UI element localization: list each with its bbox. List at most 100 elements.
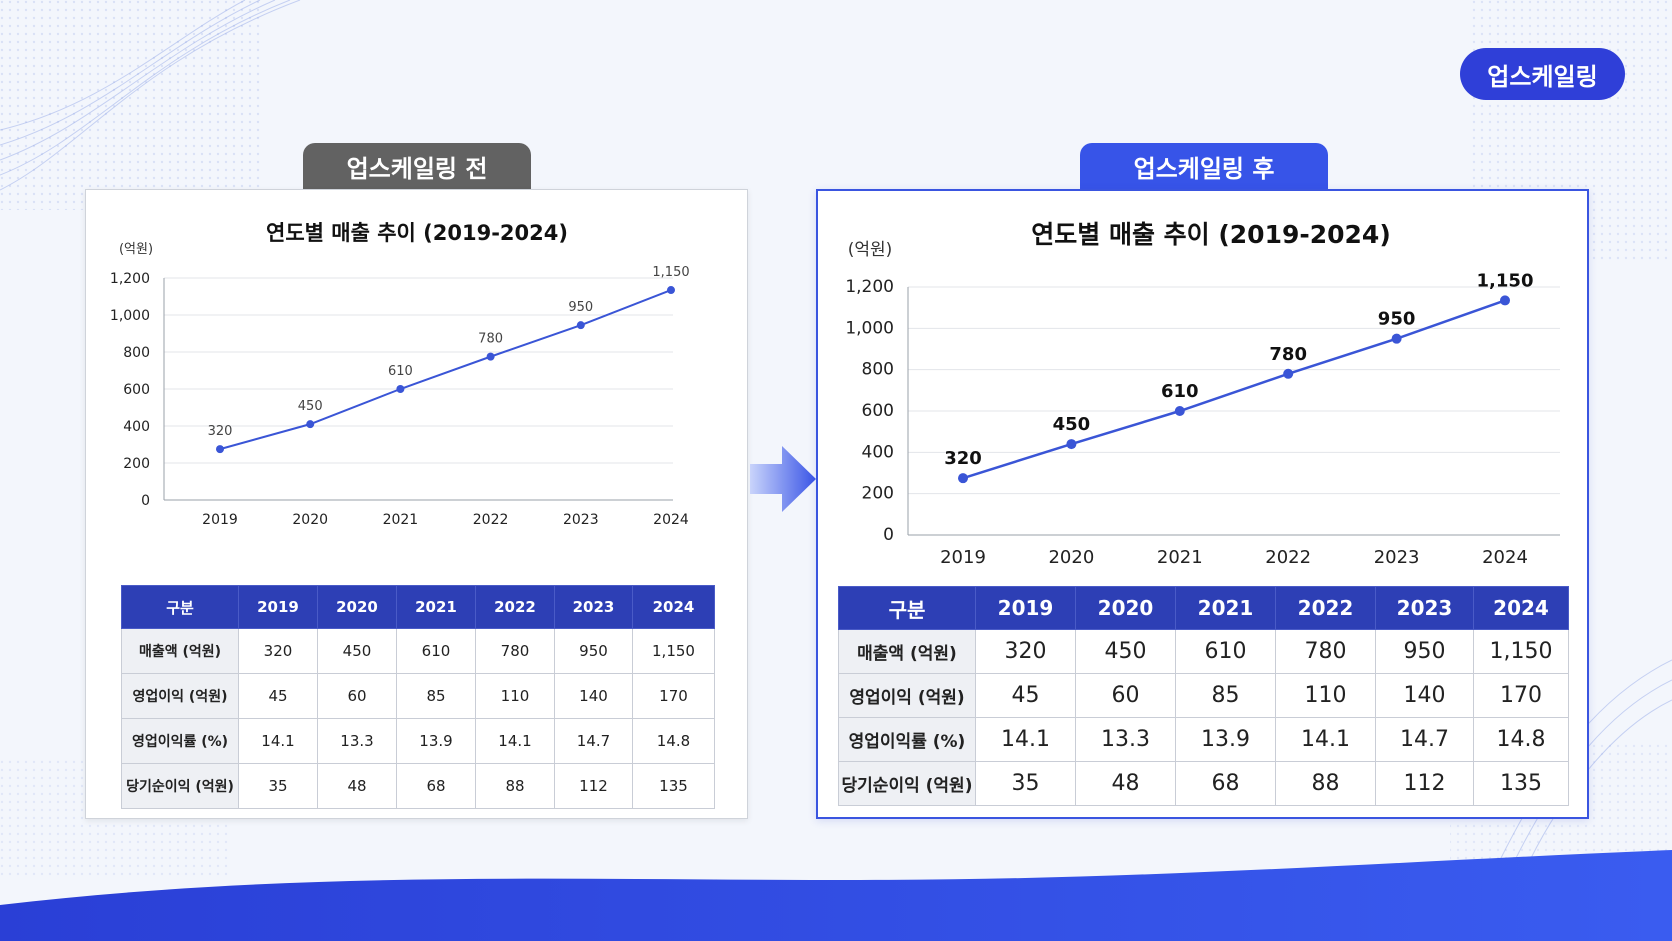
y-tick-label: 1,200 [110, 271, 150, 287]
table-header-cell: 2022 [475, 585, 555, 629]
table-row: 당기순이익 (억원) 35 48 68 88 112 135 [838, 761, 1569, 806]
table-cell: 88 [1275, 761, 1376, 806]
table-header-cell: 2024 [632, 585, 715, 629]
data-point [1500, 295, 1510, 306]
arrow-right-icon [750, 446, 816, 512]
series-line [219, 289, 672, 451]
table-cell: 48 [1075, 761, 1176, 806]
x-tick-label: 2022 [473, 512, 509, 528]
table-row-header: 매출액 (억원) [838, 629, 976, 674]
table-cell: 780 [475, 628, 555, 674]
table-row: 영업이익 (억원) 45 60 85 110 140 170 [838, 673, 1569, 718]
table-cell: 14.7 [554, 718, 633, 764]
table-cell: 112 [1375, 761, 1474, 806]
table-header-cell: 2021 [1175, 586, 1276, 630]
panel-after: 연도별 매출 추이 (2019-2024) (억원) 0 200 400 600 800 1,… [816, 189, 1589, 819]
y-axis-unit: (억원) [119, 242, 153, 257]
table-cell: 13.9 [1175, 717, 1276, 762]
data-point [1066, 439, 1077, 450]
table-header-cell: 2024 [1473, 586, 1569, 630]
data-point [1391, 333, 1402, 344]
table-header-cell: 구분 [121, 585, 239, 629]
table-cell: 68 [1175, 761, 1276, 806]
table-header-row: 구분 2019 2020 2021 2022 2023 2024 [121, 585, 715, 629]
table-cell: 13.3 [1075, 717, 1176, 762]
table-cell: 14.8 [632, 718, 715, 764]
y-tick-label: 200 [123, 456, 150, 472]
x-tick-label: 2020 [1048, 547, 1094, 568]
table-cell: 13.3 [317, 718, 397, 764]
table-header-cell: 2023 [1375, 586, 1474, 630]
y-tick-label: 200 [862, 484, 894, 504]
panel-before: 연도별 매출 추이 (2019-2024) (억원) 0 200 400 600 800 1,… [85, 189, 748, 819]
table-header-cell: 2021 [396, 585, 476, 629]
table-cell: 60 [317, 673, 397, 719]
table-header-cell: 2022 [1275, 586, 1376, 630]
data-label: 610 [1161, 381, 1199, 402]
upscaling-badge: 업스케일링 [1460, 48, 1625, 100]
data-label: 450 [1053, 414, 1091, 435]
table-cell: 14.1 [475, 718, 555, 764]
table-header-cell: 2019 [238, 585, 318, 629]
y-tick-label: 0 [883, 525, 894, 545]
data-point [486, 352, 495, 361]
table-header-cell: 2019 [975, 586, 1076, 630]
y-tick-label: 800 [123, 345, 150, 361]
data-point [306, 420, 315, 429]
table-cell: 35 [975, 761, 1076, 806]
table-cell: 1,150 [1473, 629, 1569, 674]
table-cell: 85 [396, 673, 476, 719]
table-header-row: 구분 2019 2020 2021 2022 2023 2024 [838, 586, 1569, 630]
x-tick-label: 2024 [653, 512, 689, 528]
x-tick-label: 2019 [202, 512, 238, 528]
table-cell: 110 [1275, 673, 1376, 718]
line-chart-before: 연도별 매출 추이 (2019-2024) (억원) 0 200 400 600 800 1,… [110, 221, 690, 528]
table-row: 당기순이익 (억원) 35 48 68 88 112 135 [121, 763, 715, 809]
y-axis-unit: (억원) [848, 240, 893, 260]
data-label: 780 [1269, 344, 1307, 365]
table-row-header: 당기순이익 (억원) [838, 761, 976, 806]
x-tick-label: 2024 [1482, 547, 1528, 568]
table-cell: 450 [1075, 629, 1176, 674]
table-row-header: 영업이익 (억원) [121, 673, 239, 719]
table-cell: 610 [396, 628, 476, 674]
table-cell: 135 [1473, 761, 1569, 806]
table-cell: 950 [554, 628, 633, 674]
table-cell: 780 [1275, 629, 1376, 674]
data-label: 780 [478, 332, 503, 347]
x-tick-label: 2021 [1157, 547, 1203, 568]
data-label: 450 [298, 399, 323, 414]
table-cell: 170 [632, 673, 715, 719]
table-row: 영업이익률 (%) 14.1 13.3 13.9 14.1 14.7 14.8 [838, 717, 1569, 762]
table-row-header: 영업이익률 (%) [121, 718, 239, 764]
data-label: 950 [568, 300, 593, 315]
line-chart-after: 연도별 매출 추이 (2019-2024) (억원) 0 200 400 600 800 1,… [845, 220, 1560, 568]
data-point [576, 321, 585, 330]
data-label: 1,150 [1477, 270, 1534, 291]
table-row-header: 영업이익 (억원) [838, 673, 976, 718]
table-cell: 135 [632, 763, 715, 809]
table-header-cell: 구분 [838, 586, 976, 630]
data-point [1283, 368, 1294, 379]
data-point [1174, 406, 1185, 416]
table-cell: 68 [396, 763, 476, 809]
table-cell: 45 [975, 673, 1076, 718]
data-point [216, 445, 224, 454]
data-table-after: 구분 2019 2020 2021 2022 2023 2024 매출액 (억원) 320 450… [838, 586, 1569, 806]
x-tick-label: 2023 [1374, 547, 1420, 568]
table-cell: 13.9 [396, 718, 476, 764]
x-tick-label: 2020 [292, 512, 328, 528]
chart-title: 연도별 매출 추이 (2019-2024) [266, 221, 568, 245]
chart-title: 연도별 매출 추이 (2019-2024) [1031, 220, 1391, 249]
table-cell: 1,150 [632, 628, 715, 674]
table-row: 매출액 (억원) 320 450 610 780 950 1,150 [121, 628, 715, 674]
table-cell: 45 [238, 673, 318, 719]
table-cell: 14.1 [238, 718, 318, 764]
table-row-header: 영업이익률 (%) [838, 717, 976, 762]
table-cell: 450 [317, 628, 397, 674]
table-cell: 140 [1375, 673, 1474, 718]
table-cell: 140 [554, 673, 633, 719]
y-tick-label: 0 [141, 493, 150, 509]
table-header-cell: 2020 [317, 585, 397, 629]
y-tick-label: 1,000 [110, 308, 150, 324]
